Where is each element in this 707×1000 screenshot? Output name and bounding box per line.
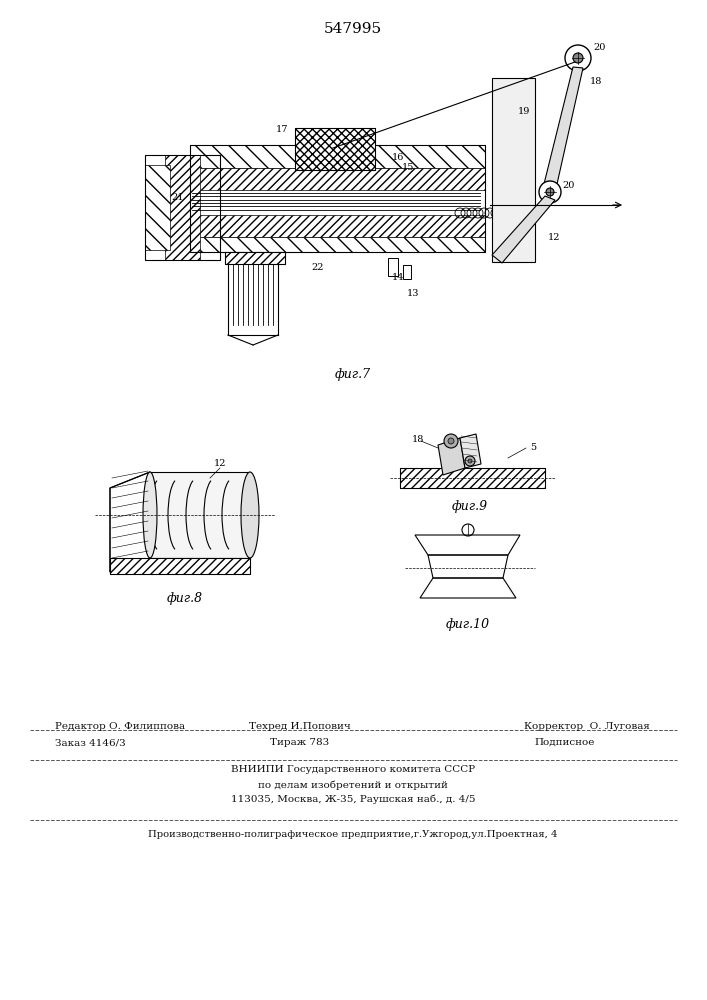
Text: ВНИИПИ Государственного комитета СССР: ВНИИПИ Государственного комитета СССР bbox=[231, 765, 475, 774]
Polygon shape bbox=[543, 67, 583, 193]
Circle shape bbox=[546, 188, 554, 196]
Circle shape bbox=[444, 434, 458, 448]
Text: 16: 16 bbox=[392, 153, 404, 162]
Bar bbox=[190, 237, 485, 252]
Text: Редактор О. Филиппова: Редактор О. Филиппова bbox=[55, 722, 185, 731]
Text: 18: 18 bbox=[590, 78, 602, 87]
Text: 113035, Москва, Ж-35, Раушская наб., д. 4/5: 113035, Москва, Ж-35, Раушская наб., д. … bbox=[230, 795, 475, 804]
Circle shape bbox=[468, 459, 472, 463]
Polygon shape bbox=[110, 472, 150, 572]
Text: 547995: 547995 bbox=[324, 22, 382, 36]
Bar bbox=[110, 558, 250, 574]
Text: 13: 13 bbox=[407, 288, 419, 298]
Text: 18: 18 bbox=[412, 436, 424, 444]
Text: фиг.10: фиг.10 bbox=[446, 618, 490, 631]
Bar bbox=[165, 155, 200, 260]
Text: Производственно-полиграфическое предприятие,г.Ужгород,ул.Проектная, 4: Производственно-полиграфическое предприя… bbox=[148, 830, 558, 839]
Polygon shape bbox=[460, 434, 481, 468]
Polygon shape bbox=[492, 78, 535, 262]
Text: фиг.7: фиг.7 bbox=[335, 368, 371, 381]
Text: 19: 19 bbox=[518, 107, 530, 116]
Text: 22: 22 bbox=[312, 263, 325, 272]
Bar bbox=[295, 128, 375, 170]
Bar bbox=[145, 155, 220, 260]
Circle shape bbox=[448, 438, 454, 444]
Polygon shape bbox=[492, 196, 555, 263]
Text: 12: 12 bbox=[548, 233, 561, 242]
Bar bbox=[400, 468, 545, 488]
Text: Техред И.Попович: Техред И.Попович bbox=[249, 722, 351, 731]
Bar bbox=[190, 145, 485, 168]
Bar bbox=[150, 472, 250, 558]
Bar bbox=[403, 265, 411, 279]
Text: Заказ 4146/3: Заказ 4146/3 bbox=[55, 738, 126, 747]
Circle shape bbox=[565, 45, 591, 71]
Bar bbox=[190, 145, 485, 252]
Circle shape bbox=[573, 53, 583, 63]
Text: 17: 17 bbox=[276, 125, 288, 134]
Ellipse shape bbox=[241, 472, 259, 558]
Circle shape bbox=[465, 456, 475, 466]
Bar bbox=[190, 168, 485, 190]
Text: фиг.8: фиг.8 bbox=[167, 592, 203, 605]
Bar bbox=[190, 215, 485, 237]
Bar bbox=[110, 558, 250, 574]
Bar bbox=[388, 258, 398, 276]
Text: Тираж 783: Тираж 783 bbox=[270, 738, 329, 747]
Polygon shape bbox=[438, 438, 465, 475]
Bar bbox=[295, 128, 375, 170]
Bar bbox=[400, 468, 545, 488]
Bar bbox=[225, 252, 285, 264]
Text: 14: 14 bbox=[392, 273, 404, 282]
Text: 20: 20 bbox=[593, 43, 605, 52]
Text: 21: 21 bbox=[172, 194, 184, 202]
Text: 12: 12 bbox=[214, 460, 226, 468]
Text: 15: 15 bbox=[402, 162, 414, 172]
Ellipse shape bbox=[143, 472, 157, 558]
Circle shape bbox=[539, 181, 561, 203]
Bar bbox=[225, 252, 285, 264]
Text: фиг.9: фиг.9 bbox=[452, 500, 488, 513]
Bar bbox=[145, 165, 170, 250]
Text: 5: 5 bbox=[530, 444, 536, 452]
Text: Подписное: Подписное bbox=[534, 738, 595, 747]
Text: Корректор  О. Луговая: Корректор О. Луговая bbox=[524, 722, 650, 731]
Text: по делам изобретений и открытий: по делам изобретений и открытий bbox=[258, 780, 448, 790]
Text: 20: 20 bbox=[562, 180, 574, 190]
